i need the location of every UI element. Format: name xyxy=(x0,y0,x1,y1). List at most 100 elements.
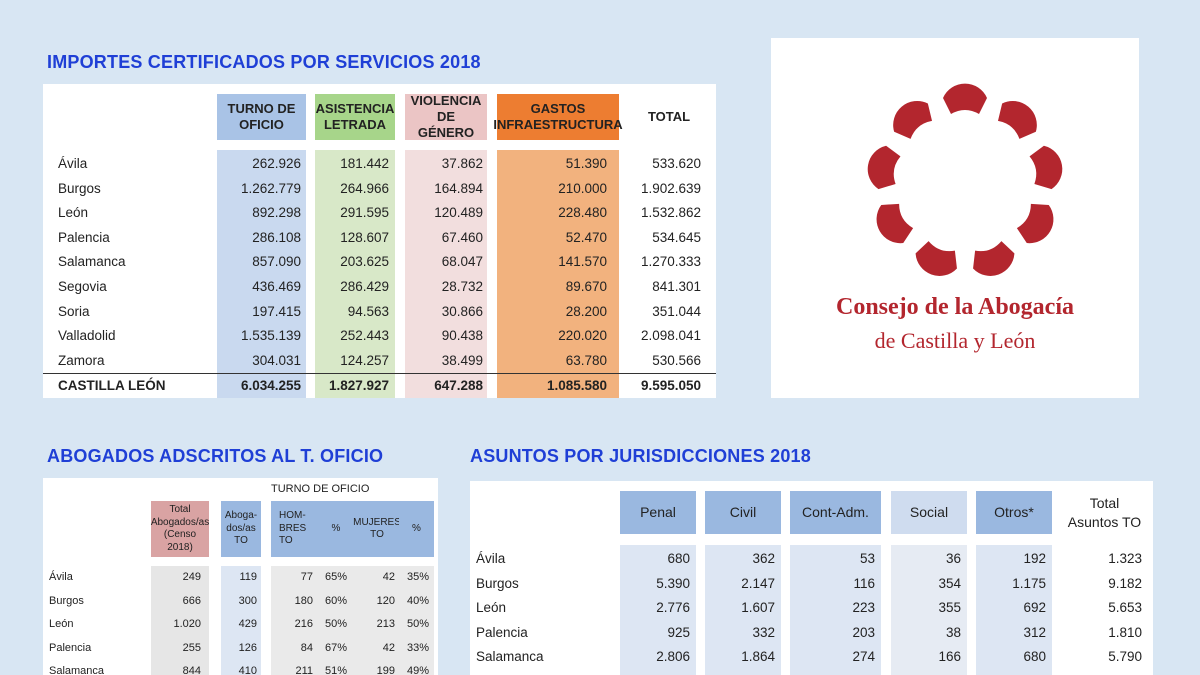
header-gastos: GASTOS INFRAESTRUCTURA xyxy=(493,94,623,140)
cell-value: 1.902.639 xyxy=(640,180,701,196)
cell-value: 210.000 xyxy=(558,180,607,196)
row-label: Burgos xyxy=(49,594,84,607)
header-total: TOTAL xyxy=(647,108,691,124)
violencia-column-bg xyxy=(405,150,487,398)
t3-header-contadm: Cont-Adm. xyxy=(790,491,881,534)
cell-value: 291.595 xyxy=(340,205,389,221)
cell-value: 68.047 xyxy=(441,254,483,270)
cell-value: 35% xyxy=(406,571,429,583)
importes-table: TURNO DE OFICIO ASISTENCIA LETRADA VIOLE… xyxy=(43,84,716,398)
header-turno: TURNO DE OFICIO xyxy=(217,94,306,140)
cell-value: 534.645 xyxy=(652,229,701,245)
table-row: León 1.020 429 216 50% 213 50% xyxy=(43,613,438,637)
cell-value: 128.607 xyxy=(340,229,389,245)
table-row: Palencia 286.108 128.607 67.460 52.470 534.64… xyxy=(43,226,716,251)
cell-value: 1.827.927 xyxy=(328,378,389,394)
cell-value: 213 xyxy=(376,618,395,630)
table-row: Salamanca 857.090 203.625 68.047 141.570 1.27… xyxy=(43,250,716,275)
cell-value: 220.020 xyxy=(558,328,607,344)
cell-value: 203.625 xyxy=(340,254,389,270)
table1-title: IMPORTES CERTIFICADOS POR SERVICIOS 2018 xyxy=(47,52,481,72)
cell-value: 51% xyxy=(324,665,347,675)
cell-value: 1.270.333 xyxy=(640,254,701,270)
t3-col-contadm-bg xyxy=(790,545,881,675)
cell-value: 203 xyxy=(852,624,875,640)
cell-value: 5.790 xyxy=(1108,649,1142,664)
cell-value: 647.288 xyxy=(434,378,483,394)
cell-value: 1.535.139 xyxy=(240,328,301,344)
cell-value: 304.031 xyxy=(252,352,301,368)
cell-value: 52.470 xyxy=(565,229,607,245)
logo-petal xyxy=(1016,203,1054,244)
table-row: Ávila 262.926 181.442 37.862 51.390 533.620 xyxy=(43,152,716,177)
row-label: Salamanca xyxy=(476,649,544,664)
cell-value: 666 xyxy=(182,594,201,607)
cell-value: 2.098.041 xyxy=(640,328,701,344)
table-row: Salamanca 2.806 1.864 274 166 680 5.790 xyxy=(470,645,1153,670)
cell-value: 120 xyxy=(376,594,395,607)
logo-line1: Consejo de la Abogacía xyxy=(835,294,1074,320)
cell-value: 37.862 xyxy=(441,156,483,171)
cell-value: 249 xyxy=(182,571,201,583)
cell-value: 65% xyxy=(324,571,347,583)
row-label: Segovia xyxy=(58,279,107,294)
cell-value: 141.570 xyxy=(558,254,607,270)
table2-title: ABOGADOS ADSCRITOS AL T. OFICIO xyxy=(47,446,384,466)
row-label: Soria xyxy=(58,303,90,319)
table-row: León 892.298 291.595 120.489 228.480 1.532.86… xyxy=(43,201,716,226)
t2-col-total-bg xyxy=(151,566,209,675)
cell-value: 362 xyxy=(752,551,775,566)
cell-value: 925 xyxy=(667,624,690,640)
cell-value: 1.175 xyxy=(1012,575,1046,591)
cell-value: 89.670 xyxy=(565,279,607,294)
logo-petal xyxy=(997,101,1037,139)
cell-value: 28.732 xyxy=(441,279,483,294)
cell-value: 274 xyxy=(852,649,875,664)
cell-value: 355 xyxy=(938,600,961,615)
cell-value: 42 xyxy=(382,641,395,654)
cell-value: 53 xyxy=(859,551,875,566)
cell-value: 1.532.862 xyxy=(640,205,701,221)
table-row: Palencia 925 332 203 38 312 1.810 xyxy=(470,621,1153,646)
t3-header-otros: Otros* xyxy=(976,491,1052,534)
cell-value: 680 xyxy=(667,551,690,566)
cell-value: 312 xyxy=(1023,624,1046,640)
t3-col-penal-bg xyxy=(620,545,696,675)
logo-line2: de Castilla y León xyxy=(874,328,1036,353)
cell-value: 1.323 xyxy=(1108,551,1142,566)
abogados-table: TURNO DE OFICIO Total Abogados/as (Censo… xyxy=(43,478,438,675)
row-label: CASTILLA LEÓN xyxy=(58,378,166,394)
t2-header-to: Aboga- dos/as TO xyxy=(221,501,261,557)
cell-value: 199 xyxy=(376,665,395,675)
cell-value: 9.595.050 xyxy=(640,378,701,394)
cell-value: 429 xyxy=(238,618,257,630)
cell-value: 5.390 xyxy=(656,575,690,591)
cell-value: 1.864 xyxy=(741,649,775,664)
table-row: Zamora 304.031 124.257 38.499 63.780 530.566 xyxy=(43,349,716,374)
cell-value: 126 xyxy=(238,641,257,654)
cell-value: 211 xyxy=(295,665,313,675)
table-row: León 2.776 1.607 223 355 692 5.653 xyxy=(470,596,1153,621)
logo-petal xyxy=(943,83,987,114)
asistencia-column-bg xyxy=(315,150,395,398)
table-row: Soria 197.415 94.563 30.866 28.200 351.044 xyxy=(43,300,716,325)
cell-value: 264.966 xyxy=(340,180,389,196)
cell-value: 42 xyxy=(382,571,395,583)
t2-col-rest-bg xyxy=(271,566,434,675)
cell-value: 180 xyxy=(294,594,313,607)
row-label: Valladolid xyxy=(58,328,116,344)
cell-value: 192 xyxy=(1023,551,1046,566)
t3-header-social: Social xyxy=(891,491,967,534)
row-label: León xyxy=(476,600,507,615)
cell-value: 692 xyxy=(1023,600,1046,615)
asuntos-table: Penal Civil Cont-Adm. Social Otros* Tota… xyxy=(470,481,1153,675)
table3-title: ASUNTOS POR JURISDICCIONES 2018 xyxy=(470,446,811,466)
cell-value: 1.085.580 xyxy=(546,378,607,394)
cell-value: 94.563 xyxy=(347,303,389,319)
t2-header-mujeres: MUJERES TO xyxy=(353,501,401,557)
row-label: León xyxy=(58,205,89,221)
logo-panel: Consejo de la Abogacía de Castilla y Leó… xyxy=(771,38,1139,398)
table-row: Salamanca 844 410 211 51% 199 49% xyxy=(43,660,438,675)
row-label: León xyxy=(49,618,74,630)
cell-value: 5.653 xyxy=(1108,600,1142,615)
